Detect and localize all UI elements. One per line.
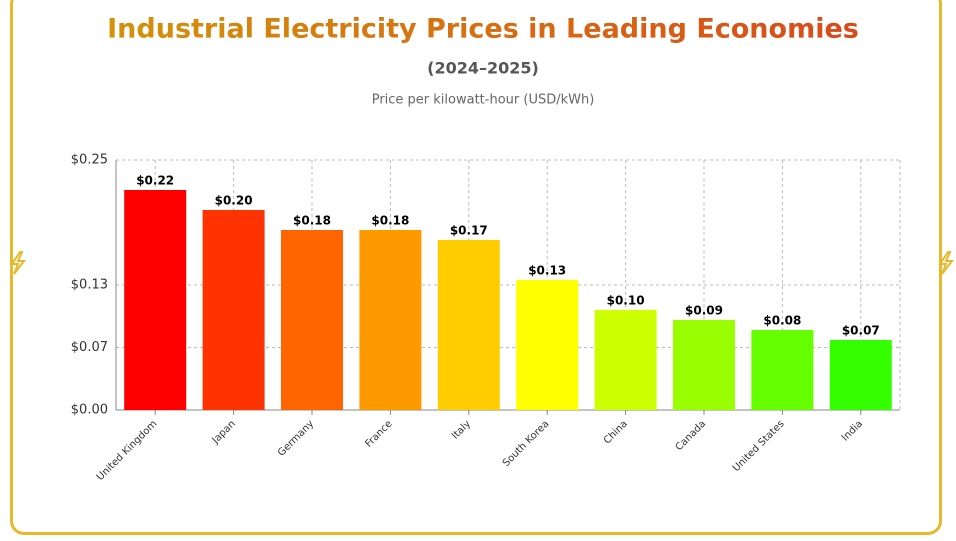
chart-description: Price per kilowatt-hour (USD/kWh) — [372, 93, 595, 108]
x-tick-label: France — [363, 418, 394, 449]
bar — [281, 230, 343, 410]
value-label: $0.18 — [293, 214, 331, 228]
bar — [673, 320, 735, 410]
x-tick-label: India — [840, 418, 865, 443]
x-tick-label: South Korea — [501, 418, 552, 469]
bolt-icon — [10, 251, 27, 275]
x-tick-label: China — [602, 418, 630, 446]
bar — [359, 230, 422, 410]
x-tick-label: Japan — [210, 418, 238, 446]
value-label: $0.18 — [371, 214, 409, 228]
bar — [829, 340, 892, 410]
y-tick-label: $0.13 — [71, 278, 108, 293]
value-label: $0.20 — [215, 194, 253, 208]
value-label: $0.13 — [528, 264, 566, 278]
bar — [437, 240, 500, 410]
x-tick-label: Germany — [276, 418, 316, 458]
chart-subtitle: (2024–2025) — [427, 59, 539, 78]
x-tick-label: United States — [731, 418, 787, 474]
y-tick-label: $0.25 — [71, 153, 108, 168]
value-label: $0.22 — [136, 174, 174, 188]
bar — [124, 190, 187, 410]
value-label: $0.07 — [842, 324, 880, 338]
value-label: $0.09 — [685, 304, 723, 318]
y-tick-label: $0.07 — [71, 340, 108, 355]
bar — [594, 310, 657, 410]
x-tick-label: Italy — [450, 418, 473, 441]
bar — [751, 330, 814, 410]
value-label: $0.08 — [763, 314, 801, 328]
value-label: $0.17 — [450, 224, 488, 238]
x-tick-label: Canada — [674, 418, 709, 453]
y-tick-label: $0.00 — [71, 403, 108, 418]
value-label: $0.10 — [607, 294, 645, 308]
card-frame — [10, 0, 942, 535]
bar — [202, 210, 265, 410]
bar — [516, 280, 579, 410]
bolt-icon — [938, 251, 955, 275]
chart-title: Industrial Electricity Prices in Leading… — [107, 14, 859, 45]
x-tick-label: United Kingdom — [95, 418, 160, 483]
